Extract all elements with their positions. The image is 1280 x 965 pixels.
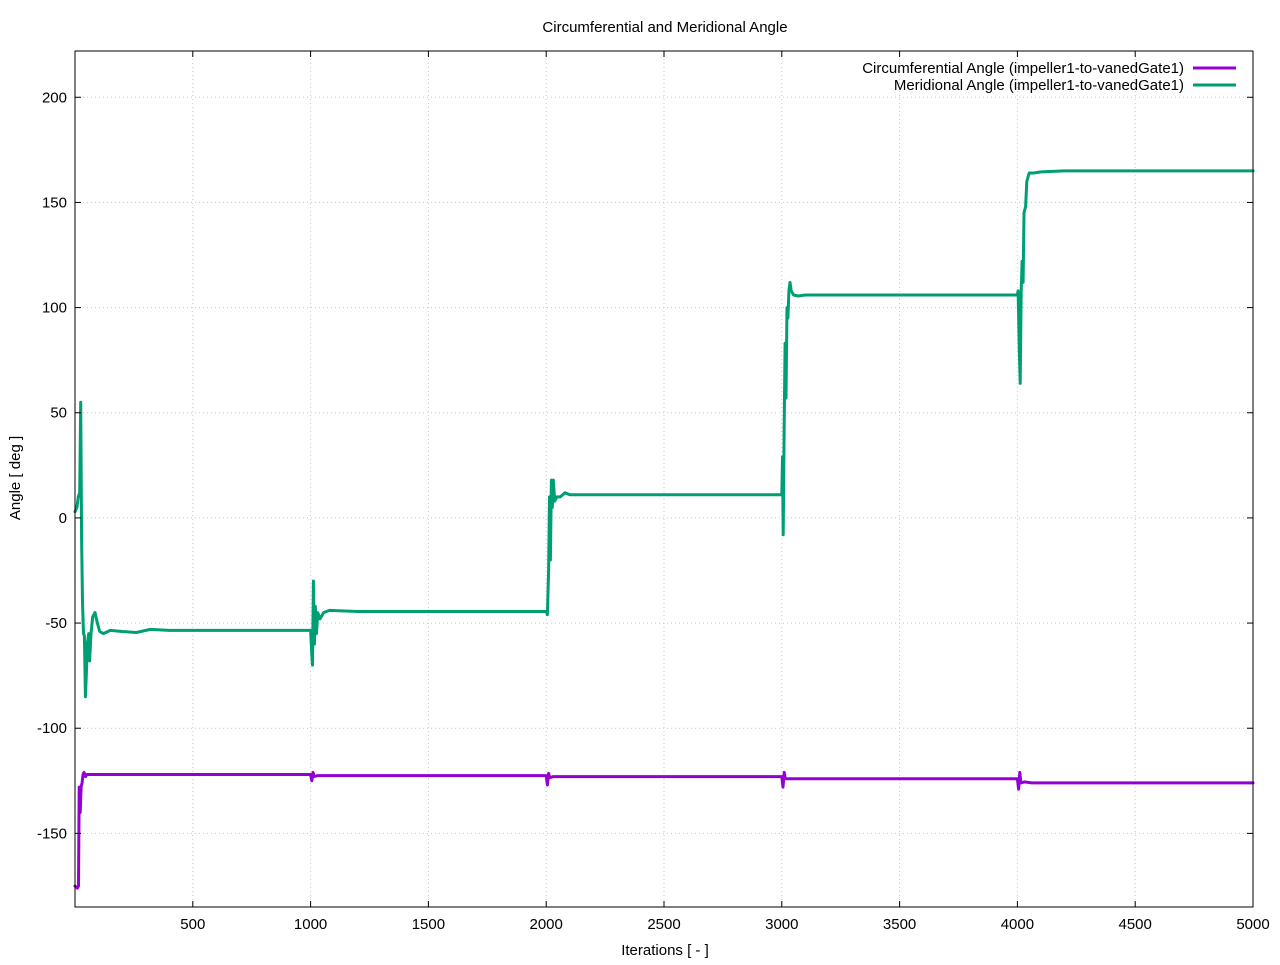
x-tick-label: 4500 <box>1119 916 1152 933</box>
y-tick-label: 150 <box>42 194 67 211</box>
series-layer <box>73 169 1255 890</box>
x-tick-label: 3000 <box>765 916 798 933</box>
y-axis-label: Angle [ deg ] <box>7 436 24 520</box>
y-tick-label: 100 <box>42 300 67 317</box>
x-tick-label: 1000 <box>294 916 327 933</box>
chart-title: Circumferential and Meridional Angle <box>542 19 787 36</box>
x-tick-label: 3500 <box>883 916 916 933</box>
x-tick-label: 2500 <box>647 916 680 933</box>
x-tick-label: 2000 <box>530 916 563 933</box>
grid <box>75 51 1253 907</box>
axis-ticks: 500 1000 1500 2000 2500 3000 3500 4000 4500 5000-… <box>37 51 1270 933</box>
y-tick-label: -50 <box>45 615 67 632</box>
y-tick-label: 200 <box>42 89 67 106</box>
series-line-1 <box>73 770 1255 890</box>
x-axis-label: Iterations [ - ] <box>621 942 709 959</box>
x-tick-label: 4000 <box>1001 916 1034 933</box>
x-tick-label: 5000 <box>1236 916 1269 933</box>
y-tick-label: 0 <box>59 510 67 527</box>
x-tick-label: 1500 <box>412 916 445 933</box>
series-line-2 <box>73 169 1255 699</box>
legend-label-1: Circumferential Angle (impeller1-to-vane… <box>862 60 1184 77</box>
legend-label-2: Meridional Angle (impeller1-to-vanedGate… <box>894 77 1184 94</box>
y-tick-label: -100 <box>37 720 67 737</box>
x-tick-label: 500 <box>180 916 205 933</box>
y-tick-label: 50 <box>50 405 67 422</box>
legend: Circumferential Angle (impeller1-to-vane… <box>862 60 1236 94</box>
y-tick-label: -150 <box>37 825 67 842</box>
